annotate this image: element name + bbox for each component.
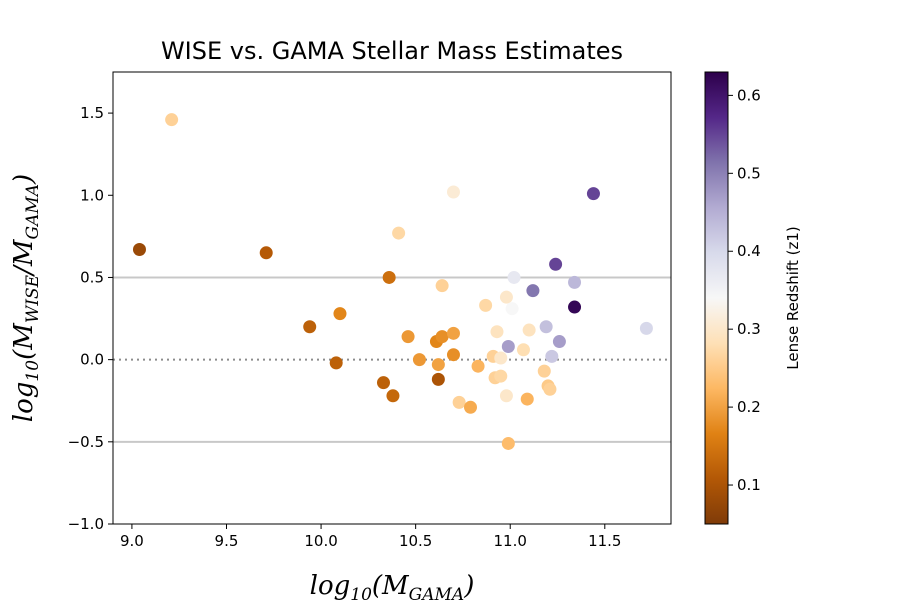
- scatter-points: [132, 113, 653, 450]
- scatter-point: [435, 330, 449, 344]
- y-axis-label: log10(MWISE/MGAMA): [9, 174, 43, 422]
- scatter-point: [494, 369, 508, 383]
- scatter-point: [446, 185, 460, 199]
- colorbar-ticks: 0.1 0.2 0.3 0.4 0.5 0.6: [728, 86, 761, 494]
- reference-lines: [113, 276, 671, 443]
- y-tick-label: −0.5: [68, 433, 104, 451]
- scatter-point: [490, 325, 504, 339]
- scatter-point: [446, 348, 460, 362]
- colorbar-tick-label: 0.4: [737, 242, 761, 260]
- scatter-point: [435, 279, 449, 293]
- scatter-point: [526, 284, 540, 298]
- y-axis-label-open: (M: [9, 322, 39, 360]
- scatter-point: [543, 382, 557, 396]
- colorbar-tick-label: 0.1: [737, 476, 761, 494]
- y-axis-label-slash: /M: [9, 238, 39, 278]
- scatter-point: [545, 349, 559, 363]
- y-axis-label-sub3: GAMA: [23, 184, 43, 240]
- scatter-point: [537, 364, 551, 378]
- scatter-point: [539, 320, 553, 334]
- x-axis-label-sub1: 10: [350, 585, 372, 600]
- colorbar-tick-label: 0.2: [737, 398, 761, 416]
- scatter-point: [520, 392, 534, 406]
- scatter-point: [516, 343, 530, 357]
- y-tick-label: 1.5: [80, 104, 104, 122]
- scatter-point: [639, 321, 653, 335]
- scatter-point: [501, 436, 515, 450]
- colorbar: [704, 71, 729, 525]
- scatter-point: [376, 376, 390, 390]
- x-tick-label: 11.5: [588, 532, 621, 550]
- scatter-point: [505, 302, 519, 316]
- colorbar-tick-label: 0.3: [737, 320, 761, 338]
- y-axis-label-sub2: WISE: [23, 274, 43, 323]
- scatter-point: [499, 290, 513, 304]
- x-axis-label-close: ): [463, 571, 474, 600]
- scatter-point: [303, 320, 317, 334]
- x-axis-ticks: 9.0 9.5 10.0 10.5 11.0 11.5: [120, 524, 621, 550]
- scatter-point: [412, 353, 426, 367]
- scatter-point: [568, 275, 582, 289]
- scatter-point: [329, 356, 343, 370]
- scatter-point: [471, 359, 485, 373]
- scatter-point: [522, 323, 536, 337]
- x-axis-label: log10(MGAMA): [310, 571, 475, 600]
- scatter-point: [501, 339, 515, 353]
- scatter-point: [549, 257, 563, 271]
- x-axis-label-open: (M: [372, 571, 410, 600]
- y-axis-label-log: log: [9, 382, 39, 423]
- scatter-point: [494, 351, 508, 365]
- scatter-point: [401, 330, 415, 344]
- scatter-point: [446, 326, 460, 340]
- scatter-point: [382, 270, 396, 284]
- scatter-point: [431, 358, 445, 372]
- y-tick-label: 0.0: [80, 351, 104, 369]
- y-tick-label: −1.0: [68, 515, 104, 533]
- colorbar-label: Lense Redshift (z1): [784, 226, 802, 369]
- plot-area-frame: [112, 71, 672, 525]
- x-tick-label: 10.0: [304, 532, 337, 550]
- scatter-point: [463, 400, 477, 414]
- y-axis-label-close: ): [9, 174, 39, 185]
- chart-title: WISE vs. GAMA Stellar Mass Estimates: [161, 37, 623, 65]
- scatter-point: [165, 113, 179, 127]
- scatter-point: [586, 187, 600, 201]
- scatter-point: [333, 307, 347, 321]
- colorbar-tick-label: 0.6: [737, 86, 761, 104]
- y-tick-label: 1.0: [80, 186, 104, 204]
- y-axis-label-sub1: 10: [23, 360, 43, 382]
- scatter-point: [452, 395, 466, 409]
- scatter-point: [386, 389, 400, 403]
- scatter-point: [507, 270, 521, 284]
- scatter-point: [499, 389, 513, 403]
- y-axis-ticks: −1.0 −0.5 0.0 0.5 1.0 1.5: [68, 104, 113, 533]
- scatter-point: [259, 246, 273, 260]
- colorbar-tick-label: 0.5: [737, 164, 761, 182]
- x-axis-label-log: log: [310, 571, 351, 600]
- scatter-point: [431, 372, 445, 386]
- scatter-point: [568, 300, 582, 314]
- scatter-point: [479, 298, 493, 312]
- x-tick-label: 11.0: [494, 532, 527, 550]
- scatter-point: [132, 243, 146, 257]
- scatter-point: [552, 335, 566, 349]
- y-tick-label: 0.5: [80, 268, 104, 286]
- x-tick-label: 9.0: [120, 532, 144, 550]
- x-tick-label: 10.5: [399, 532, 432, 550]
- x-tick-label: 9.5: [215, 532, 239, 550]
- x-axis-label-sub2: GAMA: [409, 585, 465, 600]
- scatter-point: [392, 226, 406, 240]
